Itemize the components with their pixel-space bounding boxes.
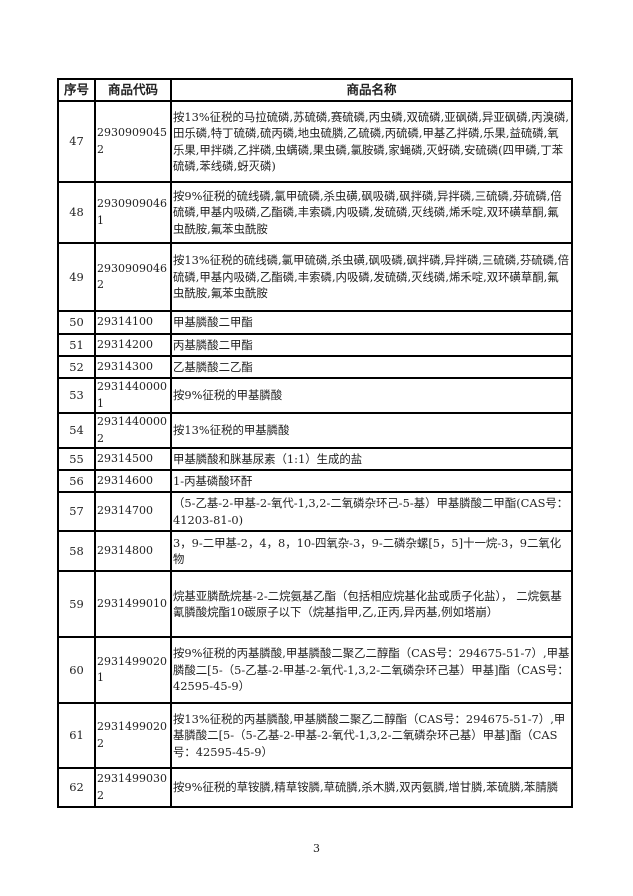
- seq-cell: 62: [57, 767, 96, 808]
- name-cell: 甲基膦酸二甲酯: [170, 310, 573, 335]
- code-cell: 29309090452: [94, 100, 172, 183]
- page-number: 3: [313, 842, 320, 855]
- code-cell: 29314400001: [94, 377, 172, 414]
- name-cell: 按9%征税的草铵膦,精草铵膦,草硫膦,杀木膦,双丙氨膦,增甘膦,苯硫膦,苯腈膦: [170, 767, 573, 808]
- code-cell: 29309090462: [94, 242, 172, 312]
- name-cell: 1-丙基磷酸环酐: [170, 469, 573, 493]
- seq-cell: 50: [57, 310, 96, 335]
- code-cell: 29314300: [94, 355, 172, 379]
- table-row: 62 29314990302 按9%征税的草铵膦,精草铵膦,草硫膦,杀木膦,双丙氨膦…: [57, 767, 573, 808]
- seq-cell: 51: [57, 333, 96, 357]
- code-cell: 29314400002: [94, 412, 172, 449]
- code-cell: 29314700: [94, 491, 172, 532]
- table-row: 52 29314300 乙基膦酸二乙酯: [57, 355, 573, 379]
- seq-cell: 47: [57, 100, 96, 183]
- seq-cell: 52: [57, 355, 96, 379]
- seq-cell: 55: [57, 447, 96, 471]
- name-cell: 按13%征税的硫线磷,氯甲硫磷,杀虫磺,砜吸磷,砜拌磷,异拌磷,三硫磷,芬硫磷,…: [170, 242, 573, 312]
- name-cell: 3，9-二甲基-2，4，8，10-四氧杂-3，9-二磷杂螺[5，5]十一烷-3，…: [170, 530, 573, 572]
- seq-cell: 48: [57, 181, 96, 244]
- name-cell: 乙基膦酸二乙酯: [170, 355, 573, 379]
- table-header-row: 序号 商品代码 商品名称: [57, 78, 573, 102]
- table-row: 53 29314400001 按9%征税的甲基膦酸: [57, 377, 573, 414]
- name-cell: （5-乙基-2-甲基-2-氧代-1,3,2-二氧磷杂环己-5-基）甲基膦酸二甲酯…: [170, 491, 573, 532]
- commodity-table: 序号 商品代码 商品名称 47 29309090452 按13%征税的马拉硫磷,苏硫…: [57, 78, 573, 808]
- seq-cell: 60: [57, 636, 96, 704]
- table-row: 51 29314200 丙基膦酸二甲酯: [57, 333, 573, 357]
- code-cell: 29314100: [94, 310, 172, 335]
- code-cell: 29314600: [94, 469, 172, 493]
- code-cell: 29314500: [94, 447, 172, 471]
- table-row: 54 29314400002 按13%征税的甲基膦酸: [57, 412, 573, 449]
- table-row: 60 29314990201 按9%征税的丙基膦酸,甲基膦酸二聚乙二醇酯（CAS号：…: [57, 636, 573, 704]
- header-name: 商品名称: [170, 78, 573, 102]
- code-cell: 29314800: [94, 530, 172, 572]
- table-row: 47 29309090452 按13%征税的马拉硫磷,苏硫磷,赛硫磷,丙虫磷,双硫磷…: [57, 100, 573, 183]
- table-row: 49 29309090462 按13%征税的硫线磷,氯甲硫磷,杀虫磺,砜吸磷,砜拌磷…: [57, 242, 573, 312]
- code-cell: 29314990302: [94, 767, 172, 808]
- name-cell: 甲基膦酸和脒基尿素（1:1）生成的盐: [170, 447, 573, 471]
- table-row: 55 29314500 甲基膦酸和脒基尿素（1:1）生成的盐: [57, 447, 573, 471]
- seq-cell: 61: [57, 702, 96, 769]
- seq-cell: 57: [57, 491, 96, 532]
- name-cell: 按9%征税的甲基膦酸: [170, 377, 573, 414]
- header-code: 商品代码: [94, 78, 172, 102]
- name-cell: 丙基膦酸二甲酯: [170, 333, 573, 357]
- header-seq: 序号: [57, 78, 96, 102]
- seq-cell: 54: [57, 412, 96, 449]
- code-cell: 2931499010: [94, 570, 172, 638]
- name-cell: 按13%征税的马拉硫磷,苏硫磷,赛硫磷,丙虫磷,双硫磷,亚砜磷,异亚砜磷,丙溴磷…: [170, 100, 573, 183]
- name-cell: 按13%征税的甲基膦酸: [170, 412, 573, 449]
- table-row: 59 2931499010 烷基亚膦酰烷基-2-二烷氨基乙酯（包括相应烷基化盐或质子…: [57, 570, 573, 638]
- table-row: 58 29314800 3，9-二甲基-2，4，8，10-四氧杂-3，9-二磷杂螺[…: [57, 530, 573, 572]
- code-cell: 29314990201: [94, 636, 172, 704]
- code-cell: 29314990202: [94, 702, 172, 769]
- name-cell: 按13%征税的丙基膦酸,甲基膦酸二聚乙二醇酯（CAS号：294675-51-7）…: [170, 702, 573, 769]
- table-row: 57 29314700 （5-乙基-2-甲基-2-氧代-1,3,2-二氧磷杂环己-5…: [57, 491, 573, 532]
- code-cell: 29309090461: [94, 181, 172, 244]
- table-row: 48 29309090461 按9%征税的硫线磷,氯甲硫磷,杀虫磺,砜吸磷,砜拌磷,…: [57, 181, 573, 244]
- name-cell: 按9%征税的丙基膦酸,甲基膦酸二聚乙二醇酯（CAS号：294675-51-7）,…: [170, 636, 573, 704]
- seq-cell: 59: [57, 570, 96, 638]
- name-cell: 按9%征税的硫线磷,氯甲硫磷,杀虫磺,砜吸磷,砜拌磷,异拌磷,三硫磷,芬硫磷,倍…: [170, 181, 573, 244]
- seq-cell: 58: [57, 530, 96, 572]
- table-row: 50 29314100 甲基膦酸二甲酯: [57, 310, 573, 335]
- seq-cell: 53: [57, 377, 96, 414]
- table-row: 61 29314990202 按13%征税的丙基膦酸,甲基膦酸二聚乙二醇酯（CAS号…: [57, 702, 573, 769]
- seq-cell: 56: [57, 469, 96, 493]
- seq-cell: 49: [57, 242, 96, 312]
- code-cell: 29314200: [94, 333, 172, 357]
- name-cell: 烷基亚膦酰烷基-2-二烷氨基乙酯（包括相应烷基化盐或质子化盐）， 二烷氨基氰膦酸…: [170, 570, 573, 638]
- table-row: 56 29314600 1-丙基磷酸环酐: [57, 469, 573, 493]
